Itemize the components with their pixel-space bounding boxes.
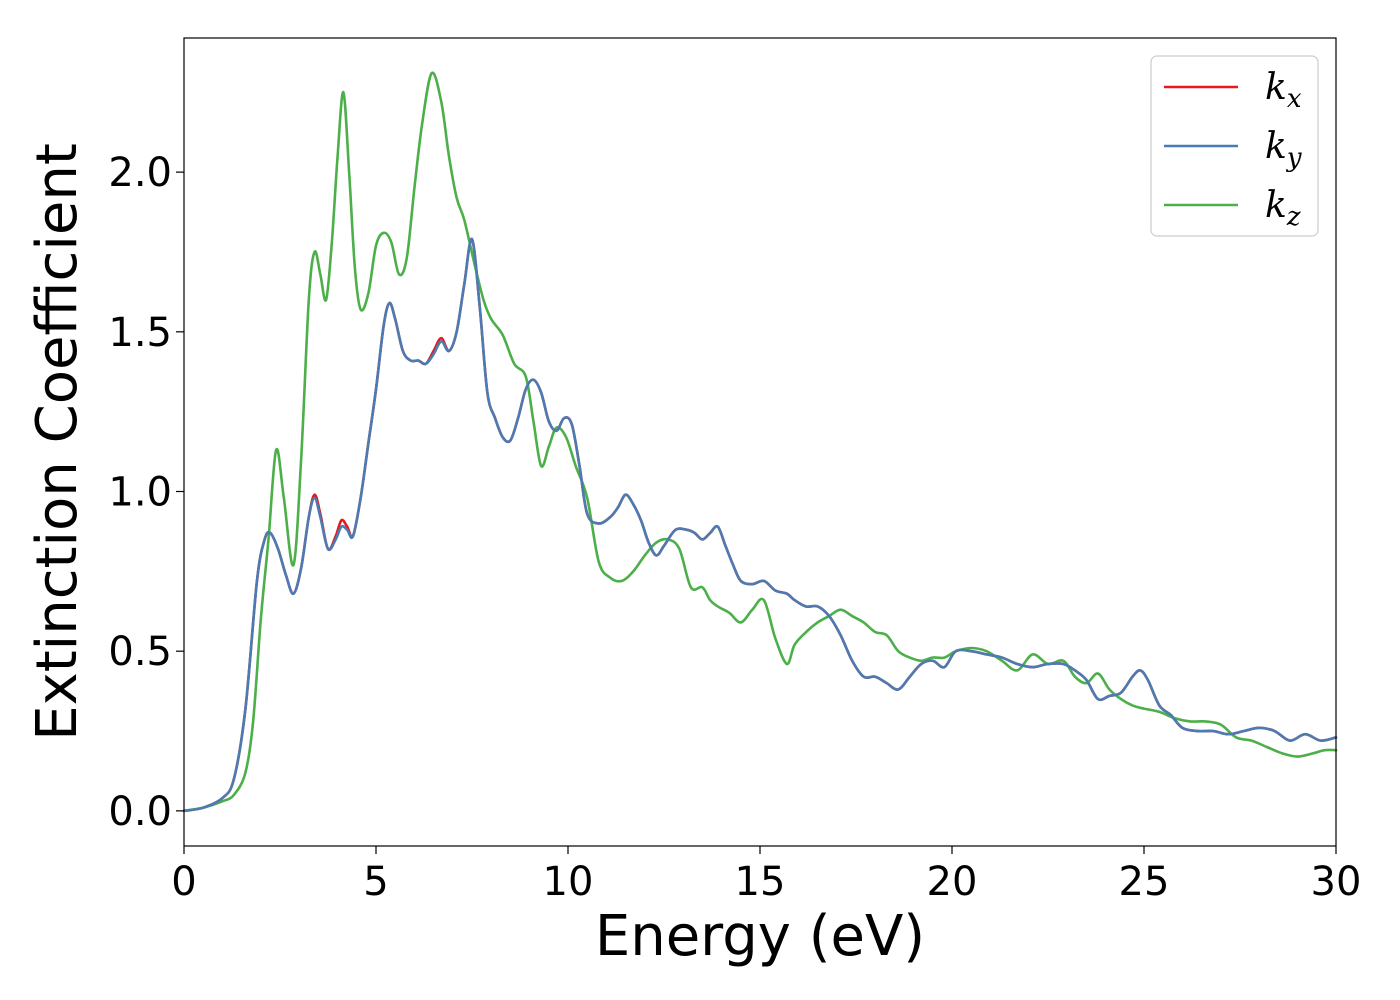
x-tick-label: 0 <box>171 859 196 905</box>
legend-label-main: k <box>1265 67 1287 108</box>
x-tick-label: 25 <box>1119 859 1170 905</box>
x-tick-label: 10 <box>543 859 594 905</box>
y-tick-label: 2.0 <box>108 150 172 196</box>
legend-label-main: k <box>1265 126 1287 167</box>
legend-label-subscript: y <box>1286 143 1302 173</box>
x-axis: 0 5 10 15 20 25 30 <box>171 846 1361 905</box>
y-axis: 0.0 0.5 1.0 1.5 2.0 <box>108 150 184 835</box>
y-tick-label: 0.0 <box>108 789 172 835</box>
legend-label-k-z: kz <box>1265 185 1301 232</box>
x-axis-label: Energy (eV) <box>595 904 925 969</box>
x-tick-label: 5 <box>363 859 388 905</box>
legend-label-k-x: kx <box>1265 67 1302 114</box>
series-line-k-z <box>182 71 1338 813</box>
y-tick-label: 1.5 <box>108 310 172 356</box>
y-axis-label: Extinction Coefficient <box>25 143 90 741</box>
legend-label-subscript: x <box>1287 84 1302 114</box>
x-tick-label: 15 <box>735 859 786 905</box>
x-tick-label: 20 <box>927 859 978 905</box>
legend-label-subscript: z <box>1286 202 1301 232</box>
legend-label-k-y: ky <box>1265 126 1302 173</box>
legend-label-main: k <box>1265 185 1287 226</box>
series-layer <box>182 71 1338 813</box>
series-line-k-y <box>182 237 1338 813</box>
y-tick-label: 1.0 <box>108 470 172 516</box>
x-tick-label: 30 <box>1311 859 1362 905</box>
y-tick-label: 0.5 <box>108 629 172 675</box>
